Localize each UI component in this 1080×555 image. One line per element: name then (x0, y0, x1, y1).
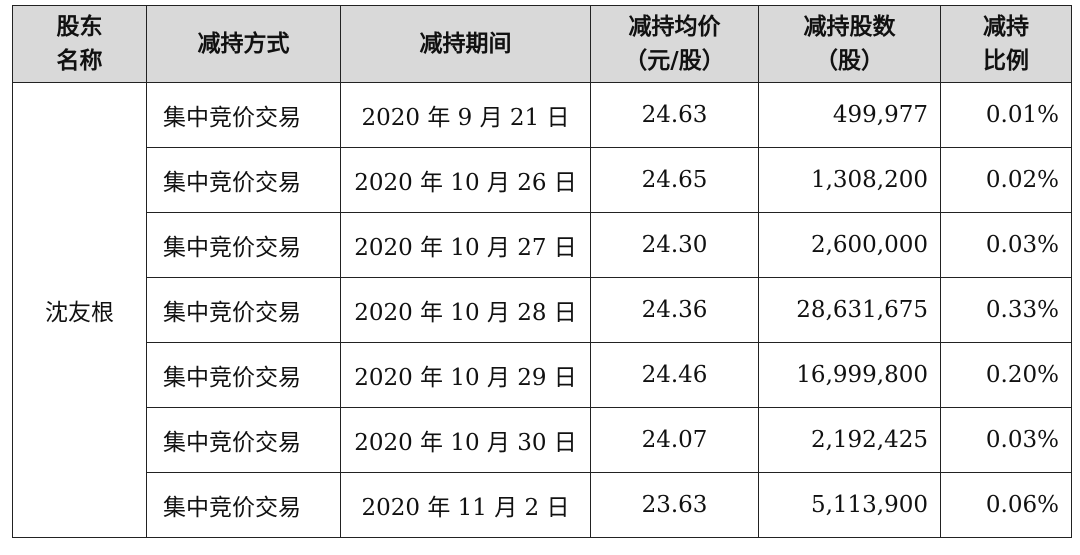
data-cell: 5,113,900 (758, 472, 941, 538)
header-cell: 减持均价 （元/股） (590, 5, 759, 83)
data-row: 集中竞价交易 2020 年 10 月 28 日 24.36 28,631,675 0.3… (13, 277, 1072, 343)
data-cell: 2020 年 10 月 30 日 (340, 407, 591, 473)
data-row: 集中竞价交易 2020 年 10 月 27 日 24.30 2,600,000 0.03… (13, 212, 1072, 278)
data-cell: 0.33% (940, 277, 1072, 343)
data-cell: 集中竞价交易 (146, 342, 341, 408)
data-cell: 集中竞价交易 (146, 82, 341, 148)
header-text: 减持股数 (803, 14, 896, 40)
header-text: 股东 (56, 14, 103, 40)
data-cell: 2,192,425 (758, 407, 941, 473)
header-text: 比例 (983, 48, 1029, 74)
data-cell: 2,600,000 (758, 212, 941, 278)
header-text: 减持方式 (197, 31, 290, 57)
data-row: 集中竞价交易 2020 年 10 月 26 日 24.65 1,308,200 0.02… (13, 147, 1072, 213)
header-cell: 减持方式 (146, 5, 341, 83)
data-cell: 2020 年 10 月 27 日 (340, 212, 591, 278)
data-cell: 0.06% (940, 472, 1072, 538)
data-row: 集中竞价交易 2020 年 10 月 30 日 24.07 2,192,425 0.03… (13, 407, 1072, 473)
header-row: 股东名称 减持方式 减持期间 减持均价 （元/股） 减持股数 （股） 减持比例 (12, 5, 1072, 83)
data-cell: 0.02% (940, 147, 1072, 213)
reduction-table: 股东名称 减持方式 减持期间 减持均价 （元/股） 减持股数 （股） 减持比例 沈友根 集中竞价… (12, 5, 1072, 538)
data-cell: 24.63 (590, 82, 759, 148)
data-cell: 集中竞价交易 (146, 212, 341, 278)
data-cell: 28,631,675 (758, 277, 941, 343)
data-row: 集中竞价交易 2020 年 10 月 29 日 24.46 16,999,800 0.2… (13, 342, 1072, 408)
header-text: 减持期间 (419, 31, 512, 57)
header-cell: 减持股数 （股） (758, 5, 941, 83)
data-cell: 集中竞价交易 (146, 277, 341, 343)
header-text: 减持 (983, 14, 1029, 40)
data-cell: 0.03% (940, 212, 1072, 278)
data-cell: 集中竞价交易 (146, 407, 341, 473)
data-cell: 0.01% (940, 82, 1072, 148)
data-cell: 2020 年 9 月 21 日 (340, 82, 591, 148)
header-text: （股） (815, 48, 884, 74)
header-cell: 减持期间 (340, 5, 591, 83)
header-text: （元/股） (624, 48, 725, 74)
data-cell: 24.30 (590, 212, 759, 278)
data-cell: 1,308,200 (758, 147, 941, 213)
data-cell: 24.36 (590, 277, 759, 343)
data-cell: 2020 年 11 月 2 日 (340, 472, 591, 538)
data-cell: 0.03% (940, 407, 1072, 473)
data-row: 沈友根 集中竞价交易 2020 年 9 月 21 日 24.63 499,977 0.01… (12, 82, 1072, 538)
header-text: 名称 (56, 48, 103, 74)
data-cell: 0.20% (940, 342, 1072, 408)
data-cell: 集中竞价交易 (146, 147, 341, 213)
table-head: 股东名称 减持方式 减持期间 减持均价 （元/股） 减持股数 （股） 减持比例 (12, 5, 1072, 83)
header-cell: 减持 比例 (940, 5, 1072, 83)
data-cell: 24.65 (590, 147, 759, 213)
table-body: 沈友根 集中竞价交易 2020 年 9 月 21 日 24.63 499,977 0.01… (12, 82, 1072, 538)
data-cell: 2020 年 10 月 28 日 (340, 277, 591, 343)
data-cell: 24.07 (590, 407, 759, 473)
header-text: 减持均价 (628, 14, 721, 40)
data-cell: 499,977 (758, 82, 941, 148)
data-cell: 2020 年 10 月 26 日 (340, 147, 591, 213)
data-cell: 集中竞价交易 (146, 472, 341, 538)
data-cell: 24.46 (590, 342, 759, 408)
data-row: 集中竞价交易 2020 年 11 月 2 日 23.63 5,113,900 0.06% (13, 472, 1072, 538)
data-cell: 16,999,800 (758, 342, 941, 408)
data-cell: 2020 年 10 月 29 日 (340, 342, 591, 408)
shareholder-cell: 沈友根 (12, 82, 147, 538)
header-cell: 股东 名称 (12, 5, 147, 83)
data-cell: 23.63 (590, 472, 759, 538)
